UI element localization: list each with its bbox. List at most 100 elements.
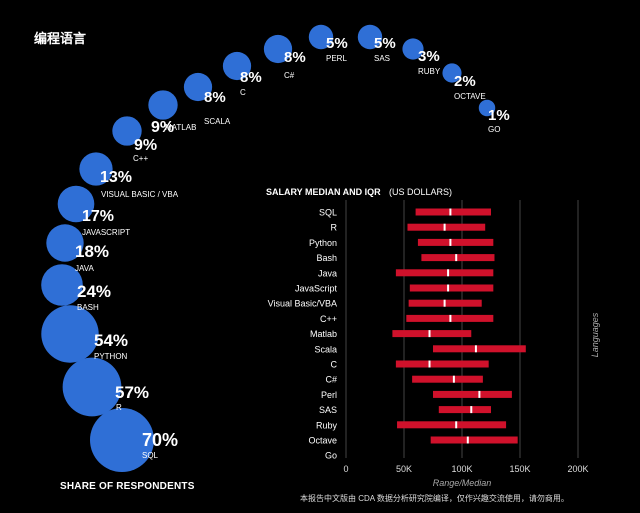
median-mark-perl xyxy=(478,390,481,398)
median-mark-matlab xyxy=(428,330,431,338)
share-value-octave: 2% xyxy=(454,73,476,90)
median-mark-r xyxy=(443,223,446,231)
share-label-java: JAVA xyxy=(75,264,94,273)
row-label-javascript: JavaScript xyxy=(295,284,338,294)
iqr-bar-octave xyxy=(430,436,518,444)
share-value-ruby: 3% xyxy=(418,48,440,65)
share-value-matlab: 9% xyxy=(151,119,174,136)
share-value-scala: 8% xyxy=(204,89,226,106)
share-value-java: 18% xyxy=(75,242,109,261)
row-label-python: Python xyxy=(309,238,337,248)
bubble-c xyxy=(222,51,252,81)
median-mark-sas xyxy=(470,406,473,414)
row-label-java: Java xyxy=(318,268,337,278)
share-value-go: 1% xyxy=(488,107,510,124)
bubble-octave xyxy=(442,63,462,83)
share-value-bash: 24% xyxy=(77,282,111,301)
median-mark-javascript xyxy=(447,284,450,292)
row-label-cpp: C++ xyxy=(320,314,337,324)
median-mark-python xyxy=(449,238,452,246)
x-tick-150K: 150K xyxy=(509,464,530,474)
share-value-c: 8% xyxy=(240,69,262,86)
share-label-visual-basic-vba: VISUAL BASIC / VBA xyxy=(101,190,179,199)
median-mark-ruby xyxy=(455,421,458,429)
median-mark-c xyxy=(428,360,431,368)
share-label-python: PYTHON xyxy=(94,352,128,361)
row-label-bash: Bash xyxy=(316,253,337,263)
iqr-bar-perl xyxy=(433,390,512,398)
share-value-r: 57% xyxy=(115,383,149,402)
salary-x-axis-label: Range/Median xyxy=(433,478,492,488)
bubble-bash xyxy=(41,264,83,306)
salary-chart-subtitle: (US DOLLARS) xyxy=(389,187,452,197)
row-label-r: R xyxy=(331,223,338,233)
bubble-visual-basic-vba xyxy=(79,152,113,186)
row-label-sas: SAS xyxy=(319,405,337,415)
share-of-respondents-label: SHARE OF RESPONDENTS xyxy=(60,481,195,492)
share-label-octave: OCTAVE xyxy=(454,92,486,101)
iqr-bar-matlab xyxy=(392,330,472,338)
iqr-bar-bash xyxy=(421,254,495,262)
row-label-c: C xyxy=(331,360,338,370)
salary-y-axis-label: Languages xyxy=(590,312,600,357)
share-label-sas: SAS xyxy=(374,54,390,63)
share-label-c: C xyxy=(240,88,246,97)
x-tick-200K: 200K xyxy=(567,464,588,474)
bubble-cpp xyxy=(112,116,142,146)
bubble-perl xyxy=(308,24,334,50)
bubble-java xyxy=(46,224,84,262)
row-label-csharp: C# xyxy=(325,375,337,385)
bubble-sas xyxy=(357,24,383,50)
iqr-bar-c xyxy=(395,360,489,368)
median-mark-sql xyxy=(449,208,452,216)
iqr-bar-javascript xyxy=(409,284,494,292)
share-value-sas: 5% xyxy=(374,35,396,52)
row-label-perl: Perl xyxy=(321,390,337,400)
share-label-javascript: JAVASCRIPT xyxy=(82,228,130,237)
median-mark-octave xyxy=(466,436,469,444)
share-value-javascript: 17% xyxy=(82,208,114,225)
median-mark-cpp xyxy=(449,314,452,322)
median-mark-bash xyxy=(455,254,458,262)
bubble-go xyxy=(478,99,496,117)
share-label-go: GO xyxy=(488,125,500,134)
iqr-bar-python xyxy=(417,238,494,246)
bubble-scala xyxy=(183,72,213,102)
iqr-bar-scala xyxy=(433,345,526,353)
bubble-javascript xyxy=(57,185,95,223)
row-label-sql: SQL xyxy=(319,208,337,218)
median-mark-csharp xyxy=(452,375,455,383)
share-label-bash: BASH xyxy=(77,303,99,312)
salary-chart-title: SALARY MEDIAN AND IQR xyxy=(266,187,381,197)
bubble-python xyxy=(41,305,99,363)
iqr-bar-ruby xyxy=(397,421,507,429)
iqr-bar-r xyxy=(407,223,486,231)
share-label-r: R xyxy=(116,403,122,412)
row-label-octave: Octave xyxy=(308,436,337,446)
bubble-ruby xyxy=(402,38,424,60)
row-label-scala: Scala xyxy=(314,344,337,354)
x-tick-100K: 100K xyxy=(451,464,472,474)
footer-note: 本报告中文版由 CDA 数据分析研究院编译，仅作兴趣交流使用，请勿商用。 xyxy=(300,494,569,503)
bubble-matlab xyxy=(148,90,178,120)
median-mark-java xyxy=(447,269,450,277)
row-label-matlab: Matlab xyxy=(310,329,337,339)
share-value-sql: 70% xyxy=(142,430,178,450)
x-tick-50K: 50K xyxy=(396,464,412,474)
share-value-csharp: 8% xyxy=(284,49,306,66)
iqr-bar-csharp xyxy=(412,375,483,383)
share-label-scala: SCALA xyxy=(204,117,231,126)
share-label-csharp: C# xyxy=(284,71,295,80)
x-tick-0: 0 xyxy=(343,464,348,474)
share-value-visual-basic-vba: 13% xyxy=(100,169,132,186)
share-value-python: 54% xyxy=(94,331,128,350)
bubble-sql xyxy=(90,408,154,472)
share-label-perl: PERL xyxy=(326,54,347,63)
iqr-bar-java xyxy=(395,269,494,277)
row-label-visual-basic-vba: Visual Basic/VBA xyxy=(268,299,337,309)
median-mark-scala xyxy=(474,345,477,353)
share-label-cpp: C++ xyxy=(133,154,148,163)
share-label-ruby: RUBY xyxy=(418,67,441,76)
